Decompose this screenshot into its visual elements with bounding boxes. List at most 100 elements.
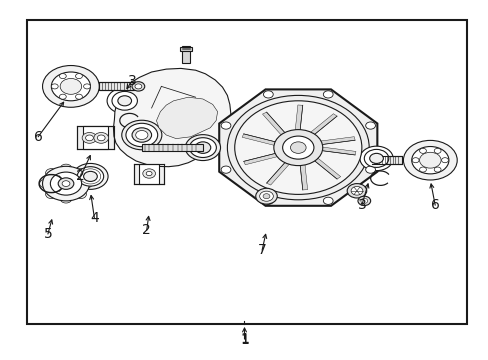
Circle shape: [135, 84, 142, 89]
Circle shape: [273, 130, 322, 166]
Text: 5: 5: [43, 227, 52, 241]
Circle shape: [94, 132, 108, 143]
Circle shape: [441, 158, 447, 163]
Circle shape: [146, 171, 152, 176]
Circle shape: [263, 194, 269, 199]
Ellipse shape: [122, 120, 162, 150]
Bar: [82, 126, 108, 149]
Circle shape: [263, 91, 273, 98]
Text: 6: 6: [430, 198, 439, 212]
Ellipse shape: [77, 167, 103, 186]
Polygon shape: [266, 162, 289, 185]
Text: 7: 7: [257, 243, 266, 257]
Circle shape: [360, 198, 367, 203]
Polygon shape: [242, 134, 276, 145]
Circle shape: [423, 155, 436, 165]
Polygon shape: [295, 105, 302, 130]
Circle shape: [419, 167, 426, 172]
Circle shape: [81, 179, 92, 188]
Circle shape: [411, 147, 448, 174]
Ellipse shape: [195, 142, 210, 153]
Ellipse shape: [185, 135, 220, 161]
Circle shape: [132, 82, 144, 91]
Circle shape: [62, 181, 70, 186]
Bar: [182, 46, 189, 63]
Ellipse shape: [364, 149, 388, 167]
Bar: [27, 20, 466, 324]
Text: 6: 6: [34, 130, 42, 144]
Circle shape: [82, 132, 97, 143]
Ellipse shape: [132, 128, 151, 142]
Polygon shape: [262, 112, 285, 135]
Text: 2: 2: [76, 170, 85, 183]
Polygon shape: [320, 137, 354, 145]
Circle shape: [346, 184, 366, 198]
Circle shape: [323, 197, 332, 204]
Circle shape: [365, 166, 375, 173]
Circle shape: [234, 101, 361, 194]
Circle shape: [221, 166, 230, 173]
Circle shape: [75, 94, 82, 99]
Circle shape: [75, 168, 86, 177]
Circle shape: [45, 190, 57, 199]
Bar: [99, 82, 134, 90]
Circle shape: [263, 197, 273, 204]
Circle shape: [255, 188, 277, 204]
Circle shape: [58, 178, 74, 189]
Circle shape: [59, 94, 66, 99]
Bar: [77, 126, 114, 149]
Circle shape: [42, 66, 99, 107]
Circle shape: [97, 135, 105, 141]
Circle shape: [51, 84, 58, 89]
Polygon shape: [219, 89, 377, 206]
Text: 1: 1: [240, 332, 248, 346]
Text: 1: 1: [240, 333, 248, 347]
Ellipse shape: [107, 88, 142, 114]
Circle shape: [411, 158, 418, 163]
Circle shape: [75, 73, 82, 78]
Circle shape: [259, 191, 273, 201]
Polygon shape: [310, 114, 336, 135]
Circle shape: [85, 135, 93, 141]
Circle shape: [433, 148, 440, 153]
Circle shape: [433, 167, 440, 172]
Text: 3: 3: [127, 74, 136, 88]
Ellipse shape: [359, 146, 392, 171]
Bar: [139, 164, 159, 184]
Circle shape: [40, 179, 51, 188]
Circle shape: [142, 169, 155, 178]
Circle shape: [221, 122, 230, 129]
Ellipse shape: [73, 163, 108, 189]
Circle shape: [323, 91, 332, 98]
Polygon shape: [321, 147, 355, 155]
Polygon shape: [313, 158, 340, 179]
Circle shape: [63, 81, 78, 92]
Ellipse shape: [83, 171, 97, 181]
Circle shape: [403, 140, 456, 180]
Circle shape: [60, 78, 81, 94]
Circle shape: [60, 194, 72, 203]
Circle shape: [357, 196, 370, 206]
Bar: [371, 156, 401, 164]
Polygon shape: [300, 165, 307, 190]
Ellipse shape: [369, 153, 383, 163]
Text: 3: 3: [357, 198, 366, 212]
Circle shape: [350, 186, 362, 195]
Circle shape: [75, 190, 86, 199]
Bar: [134, 164, 163, 184]
Ellipse shape: [118, 96, 131, 106]
Circle shape: [51, 72, 90, 101]
Circle shape: [83, 84, 90, 89]
Bar: [180, 47, 191, 51]
Circle shape: [42, 166, 89, 201]
Circle shape: [227, 95, 368, 200]
Circle shape: [365, 122, 375, 129]
Ellipse shape: [125, 123, 157, 147]
Text: 2: 2: [142, 224, 151, 237]
Ellipse shape: [135, 130, 148, 139]
Polygon shape: [156, 97, 217, 139]
Ellipse shape: [112, 91, 137, 110]
Circle shape: [60, 73, 66, 78]
Text: 4: 4: [90, 211, 99, 225]
Circle shape: [50, 172, 81, 195]
